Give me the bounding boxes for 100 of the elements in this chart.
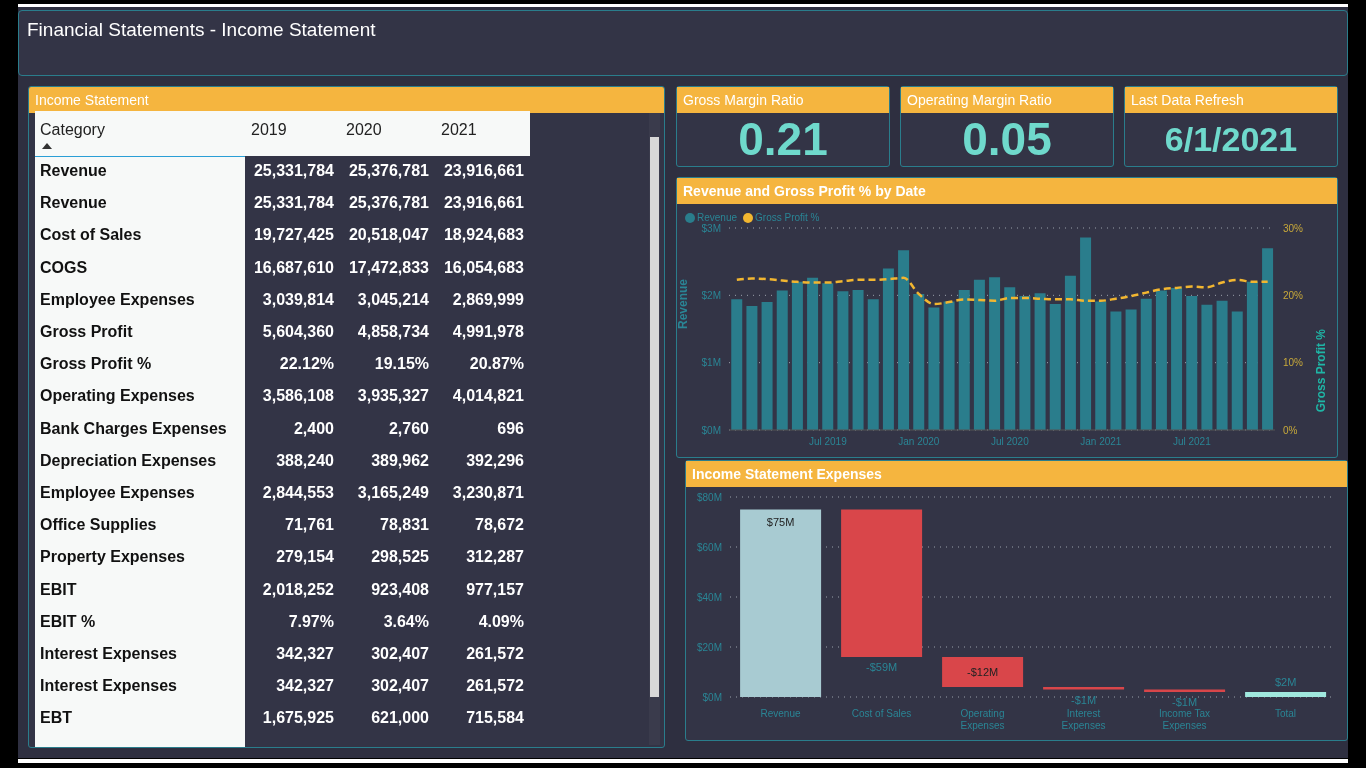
- line-series: [735, 276, 1269, 306]
- data-label: 7.97%: [288, 612, 334, 631]
- bar: [882, 268, 894, 430]
- text: Gross Margin Ratio: [677, 87, 889, 113]
- data-label: 2,400: [293, 419, 334, 438]
- data-label: $75M: [766, 515, 795, 528]
- data-label: 2,018,252: [262, 580, 334, 599]
- y2-tick-label: 20%: [1283, 289, 1304, 301]
- bar: [989, 277, 1001, 430]
- data-label: 4,858,734: [357, 323, 429, 341]
- legend-label: Revenue: [696, 212, 738, 223]
- data-label: 2,760: [388, 419, 429, 438]
- bar: [776, 290, 788, 430]
- text: 2021: [441, 121, 477, 139]
- chart-title: Income Statement Expenses: [686, 461, 1347, 487]
- y-tick-label: $3M: [701, 222, 721, 234]
- data-label: 5,604,360: [262, 323, 334, 341]
- x-tick-label: Revenue: [760, 708, 801, 719]
- data-label: 78,831: [380, 516, 429, 535]
- data-label: -$59M: [866, 661, 898, 673]
- y-tick-label: $20M: [696, 641, 722, 653]
- y2-axis-title: Gross Profit %: [1314, 328, 1329, 413]
- bar: [746, 306, 758, 430]
- y-tick-label: $60M: [696, 541, 722, 553]
- bar: [1245, 692, 1327, 697]
- data-label: 3,165,249: [357, 484, 429, 502]
- bar: [1034, 293, 1046, 430]
- bar: [1201, 304, 1213, 430]
- data-label: 2,869,999: [452, 290, 524, 309]
- data-label: 3,935,327: [357, 387, 429, 406]
- bar: [1019, 296, 1031, 430]
- text: Last Data Refresh: [1125, 87, 1337, 113]
- data-label: 3,586,108: [262, 387, 334, 406]
- data-label: 392,296: [466, 451, 524, 470]
- x-tick-label: Jul 2019: [808, 436, 848, 448]
- bar: [807, 277, 819, 430]
- y-axis-title: Revenue: [676, 278, 691, 329]
- bar: [1246, 281, 1258, 430]
- x-tick-label: Jan 2020: [898, 436, 940, 448]
- category-label: Bank Charges Expenses: [40, 419, 227, 438]
- data-label: 3,045,214: [357, 290, 429, 309]
- data-label: 261,572: [466, 677, 524, 696]
- category-label: Interest Expenses: [40, 677, 177, 696]
- bar: [1186, 296, 1198, 430]
- bar: [1049, 304, 1061, 430]
- y-tick-label: $80M: [696, 491, 722, 503]
- category-label: Gross Profit %: [40, 355, 152, 374]
- data-label: 25,376,781: [348, 162, 429, 180]
- bar: [761, 302, 773, 430]
- text: Income Statement: [29, 87, 664, 113]
- category-label: EBT: [40, 709, 72, 728]
- series-label: 2019: [251, 121, 287, 139]
- bar: [1095, 301, 1107, 430]
- data-label: 19,727,425: [253, 226, 334, 245]
- data-label: 25,376,781: [348, 194, 429, 213]
- category-label: Depreciation Expenses: [40, 451, 217, 470]
- category-label: Gross Profit: [40, 323, 133, 341]
- text: Financial Statements - Income Statement: [27, 19, 376, 41]
- bar: [973, 279, 985, 430]
- bar: [1155, 290, 1167, 430]
- data-label: 23,916,661: [443, 194, 524, 213]
- bar: [1043, 687, 1125, 690]
- data-label: 279,154: [276, 548, 334, 567]
- bar: [1004, 287, 1016, 430]
- data-label: 389,962: [371, 451, 429, 470]
- data-label: 0.05: [961, 113, 1053, 165]
- bar: [1216, 300, 1228, 430]
- data-label: 298,525: [371, 548, 429, 567]
- data-label: 0.21: [737, 113, 829, 165]
- y-tick-label: $40M: [696, 591, 722, 603]
- bar: [942, 657, 1024, 687]
- category-label: Employee Expenses: [40, 484, 195, 502]
- x-tick-label: Jul 2021: [1172, 436, 1212, 448]
- data-label: 4.09%: [478, 612, 524, 631]
- x-tick-label: Jan 2021: [1080, 436, 1122, 448]
- bar: [822, 283, 834, 430]
- bar: [898, 250, 910, 430]
- bar: [1125, 309, 1137, 430]
- bar: [841, 509, 923, 657]
- data-label: -$1M: [1071, 693, 1097, 706]
- data-label: -$1M: [1172, 696, 1198, 708]
- x-tick-label: Interest Expenses: [1061, 708, 1106, 731]
- data-label: 342,327: [276, 677, 334, 696]
- x-tick-label: Jul 2020: [990, 436, 1030, 448]
- bar: [1171, 287, 1183, 430]
- data-label: 19.15%: [374, 355, 429, 374]
- bar: [943, 301, 955, 430]
- data-label: 3,230,871: [452, 484, 524, 502]
- data-label: 4,014,821: [452, 387, 524, 406]
- data-label: 3.64%: [383, 612, 429, 631]
- bar: [731, 299, 743, 430]
- bar: [928, 307, 940, 430]
- y-tick-label: $0M: [702, 691, 722, 703]
- bar: [740, 509, 822, 697]
- y-tick-label: $0M: [701, 424, 721, 436]
- data-label: 388,240: [276, 451, 334, 470]
- data-label: 261,572: [466, 645, 524, 663]
- y-tick-label: $2M: [701, 289, 721, 301]
- x-tick-label: Operating Expenses: [960, 708, 1005, 731]
- data-label: 18,924,683: [443, 226, 524, 245]
